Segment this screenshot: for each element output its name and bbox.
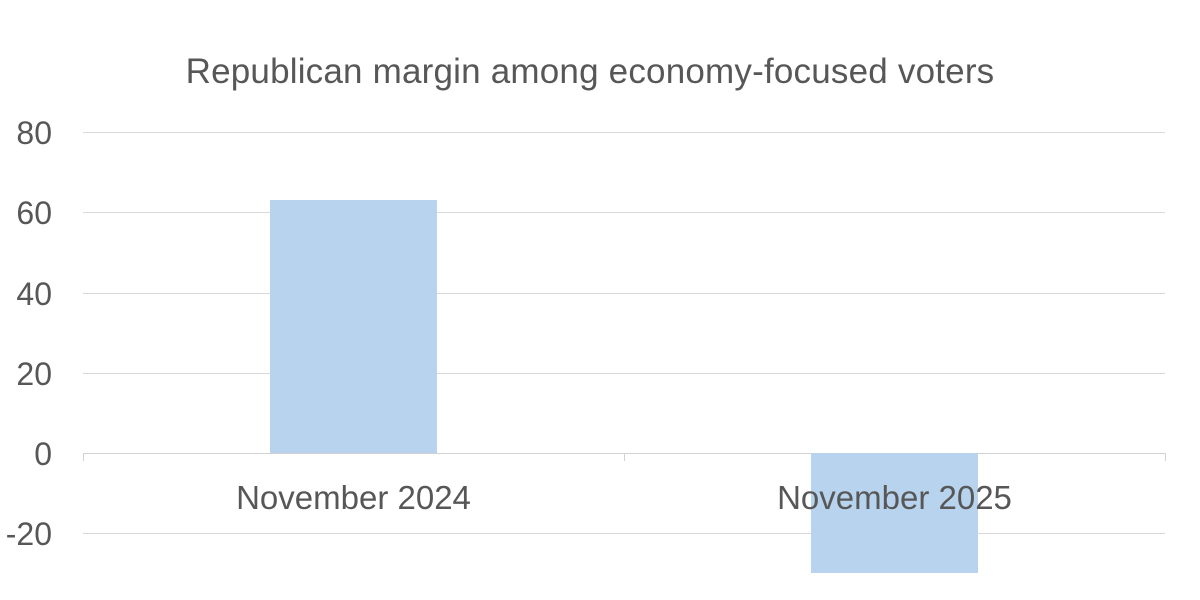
gridline-y80 xyxy=(83,132,1165,133)
y-axis-tick-label: 80 xyxy=(16,115,52,151)
y-axis-tick-label: 40 xyxy=(16,276,52,312)
bar-november-2024 xyxy=(270,200,437,453)
gridline-y20 xyxy=(83,373,1165,374)
bar-november-2025 xyxy=(811,453,978,573)
y-axis-tick-label: 60 xyxy=(16,195,52,231)
chart-title: Republican margin among economy-focused … xyxy=(185,52,995,91)
x-axis-tick-mark xyxy=(83,453,84,461)
gridline-y60 xyxy=(83,212,1165,213)
x-axis-tick-mark xyxy=(624,453,625,461)
y-axis-tick-label: -20 xyxy=(5,516,52,552)
y-axis-tick-label: 0 xyxy=(34,436,52,472)
gridline-y40 xyxy=(83,293,1165,294)
x-axis-category-label: November 2024 xyxy=(236,479,471,516)
y-axis-tick-label: 20 xyxy=(16,356,52,392)
x-axis-tick-mark xyxy=(1165,453,1166,461)
x-axis-category-label: November 2025 xyxy=(777,479,1012,516)
gridline-y-20 xyxy=(83,533,1165,534)
